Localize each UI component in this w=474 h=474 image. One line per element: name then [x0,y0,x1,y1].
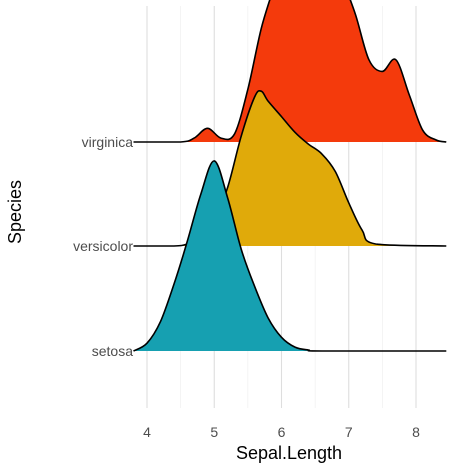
ridge-outline-virginica [133,0,447,143]
y-axis-title: Species [5,180,25,244]
x-tick-label: 7 [345,424,353,440]
x-axis-title: Sepal.Length [236,443,342,463]
x-tick-label: 8 [412,424,420,440]
y-tick-label-versicolor: versicolor [73,238,133,254]
ridge-setosa [133,160,447,352]
ridge-fill-virginica [133,0,447,142]
x-axis-ticks: 4 5 6 7 8 [143,424,420,440]
ridge-virginica [133,0,447,143]
ridge-outline-setosa [133,160,447,352]
x-tick-label: 6 [278,424,286,440]
ridge-fill-versicolor [133,90,447,246]
y-axis-ticks: setosa versicolor virginica [73,134,133,359]
x-tick-label: 4 [143,424,151,440]
y-tick-label-setosa: setosa [92,343,133,359]
ridge-fill-setosa [133,160,447,351]
x-tick-label: 5 [210,424,218,440]
ridges [133,0,447,352]
y-tick-label-virginica: virginica [82,134,134,150]
